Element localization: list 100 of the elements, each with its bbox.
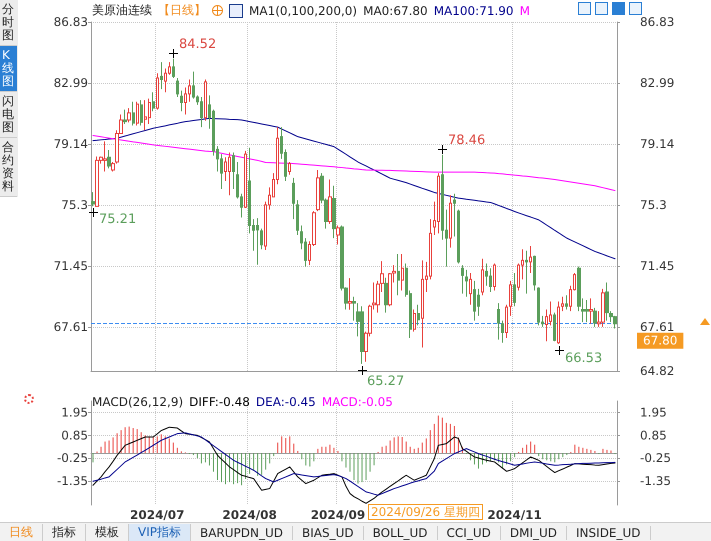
candlestick (449, 194, 452, 248)
line-series (92, 135, 616, 192)
y2-tick-label: 86.83 (640, 15, 674, 29)
y2-tick-label: 82.99 (640, 76, 674, 90)
candlestick (513, 272, 516, 307)
candlestick (437, 172, 440, 234)
candlestick (593, 307, 597, 328)
candlestick (260, 228, 263, 250)
text: MA0:67.80 (363, 4, 428, 18)
text: BOLL_UD (364, 526, 438, 540)
y2-tick-label: 75.3 (640, 198, 667, 212)
candlestick (123, 109, 127, 124)
candlestick (107, 149, 111, 169)
text: 合约资料 (0, 138, 17, 197)
text: MACD:-0.05 (322, 395, 393, 409)
text: 指标 (43, 524, 86, 541)
candlestick (533, 255, 536, 291)
y2-tick-label: -1.35 (640, 474, 672, 488)
text: BARUPDN_UD (190, 526, 294, 540)
y-tick-label: 75.3 (61, 198, 88, 212)
candlestick (565, 294, 568, 310)
text: VIP指标 (129, 524, 191, 541)
candlestick (553, 312, 556, 342)
candlestick (461, 264, 464, 294)
text: INSIDE_UD (567, 526, 651, 540)
candlestick (453, 193, 456, 238)
candlestick (473, 280, 476, 322)
y2-tick-label: 67.61 (640, 320, 674, 334)
candlestick (384, 277, 388, 314)
candlestick (529, 246, 532, 274)
x-tick-label: 2024/11 (487, 508, 542, 522)
text: 闪电图 (0, 92, 17, 138)
y-tick-label: 79.14 (54, 136, 88, 151)
y-tick-label: -0.25 (56, 451, 88, 466)
candlestick (156, 72, 159, 110)
candlestick (140, 100, 143, 126)
text: DEA:-0.45 (256, 395, 316, 409)
y-tick-label: 82.99 (54, 76, 88, 90)
text: MA100:71.90 (434, 4, 514, 18)
candlestick (244, 150, 247, 208)
y-tick-label: 67.61 (54, 320, 88, 334)
x-tick-label: 2024/09 (310, 508, 366, 522)
annotation: 66.53 (565, 351, 602, 366)
y2-tick-label: -0.25 (640, 451, 672, 466)
candlestick (228, 152, 231, 196)
candlestick (232, 152, 235, 190)
candlestick (605, 282, 609, 322)
candlestick (601, 288, 605, 328)
candlestick (469, 272, 472, 306)
candlestick (180, 90, 183, 112)
text: BIAS_UD (293, 526, 364, 540)
text: MA1(0,100,200,0) (249, 4, 358, 18)
candlestick (176, 77, 179, 98)
annotation: 2024/09/26 星期四 (368, 504, 483, 520)
candlestick (589, 298, 593, 324)
candlestick (132, 101, 135, 126)
candlestick (328, 178, 332, 224)
y-tick-label: -1.35 (56, 474, 88, 488)
text: DMI_UD (500, 526, 568, 540)
x-tick-label: 2024/07 (130, 508, 184, 522)
text: 65.27 (367, 374, 404, 389)
candlestick (360, 306, 364, 364)
text: CCI_UD (438, 526, 501, 540)
ref-line-label: 67.80 (643, 334, 678, 348)
text: M (520, 4, 530, 18)
y-tick-label: 71.45 (54, 258, 88, 273)
candlestick (537, 286, 540, 326)
candlestick (200, 96, 203, 128)
candlestick (91, 192, 95, 207)
candlestick (585, 299, 589, 323)
y2-tick-label: 0.85 (640, 428, 667, 442)
candlestick (613, 315, 617, 330)
text: 分时图 (0, 0, 17, 46)
candlestick (417, 304, 420, 326)
candlestick (497, 302, 500, 340)
y-tick-label: 86.83 (54, 15, 88, 29)
candlestick (332, 185, 336, 239)
candlestick (489, 268, 492, 293)
candlestick (204, 79, 207, 122)
y2-tick-label: 64.82 (640, 364, 674, 378)
series-label: DIFF:-0.48 (189, 395, 250, 409)
y2-tick-label: 1.95 (640, 405, 667, 420)
annotation: 75.21 (99, 212, 136, 227)
candlestick (95, 156, 99, 207)
line-series (92, 118, 616, 260)
candlestick (401, 253, 404, 291)
candlestick (525, 250, 528, 294)
y2-tick-label: 79.14 (640, 136, 674, 151)
annotation: 84.52 (179, 37, 216, 52)
candlestick (348, 278, 352, 310)
candlestick (152, 92, 155, 112)
candlestick (296, 200, 299, 236)
candlestick (421, 260, 424, 348)
annotation: 78.46 (448, 133, 486, 148)
y-tick-label: 1.95 (61, 405, 88, 420)
chart-title: 美原油连续 (92, 2, 152, 19)
chart-subtitle: 【日线】 (158, 2, 206, 19)
line-series (92, 426, 616, 504)
line-series (92, 432, 616, 496)
candlestick (465, 269, 468, 298)
